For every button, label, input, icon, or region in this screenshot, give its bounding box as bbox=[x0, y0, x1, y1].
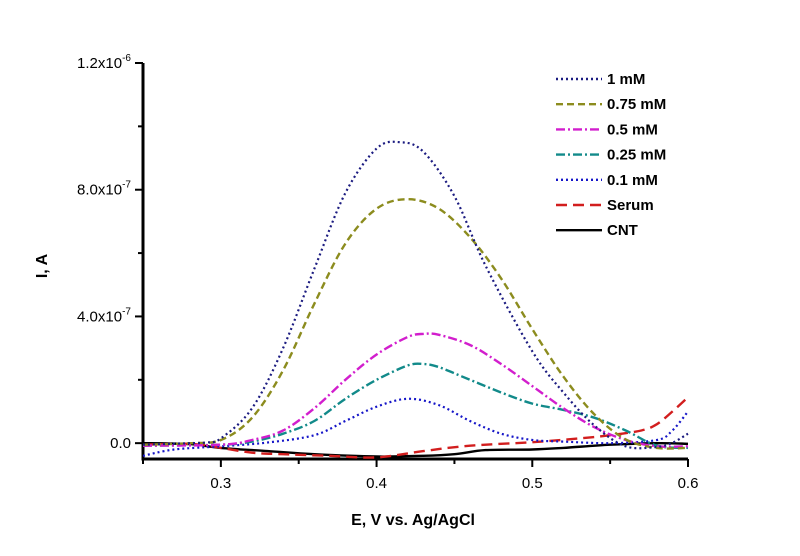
x-tick-label: 0.3 bbox=[210, 475, 231, 492]
legend-label: Serum bbox=[607, 197, 654, 214]
x-tick-label: 0.6 bbox=[678, 475, 699, 492]
legend-label: CNT bbox=[607, 222, 638, 239]
series-line-serum bbox=[142, 396, 689, 459]
x-axis-title: E, V vs. Ag/AgCl bbox=[351, 512, 475, 529]
series-line-1-mm bbox=[142, 140, 689, 450]
legend-label: 0.25 mM bbox=[607, 147, 666, 164]
legend: 1 mM 0.75 mM 0.5 mM 0.25 mM 0.1 mM Serum CNT bbox=[556, 71, 666, 239]
series-line-0-75-mm bbox=[142, 197, 689, 450]
x-tick-label: 0.5 bbox=[522, 475, 543, 492]
legend-label: 0.5 mM bbox=[607, 121, 658, 138]
y-axis-title: I, A bbox=[34, 253, 51, 278]
axes: 0.0 4.0x10-7 8.0x10-7 1.2x10-6 0.3 0.4 0.5 0.6 bbox=[77, 53, 698, 492]
y-tick-label: 0.0 bbox=[110, 435, 131, 452]
series-line-0-1-mm bbox=[142, 397, 689, 457]
x-tick-label: 0.4 bbox=[366, 475, 387, 492]
y-tick-label: 4.0x10-7 bbox=[77, 306, 131, 325]
y-tick-label: 8.0x10-7 bbox=[77, 180, 131, 199]
series-layer bbox=[142, 140, 689, 459]
series-line-cnt bbox=[142, 441, 689, 458]
series-line-0-25-mm bbox=[142, 362, 689, 450]
series-line-0-5-mm bbox=[142, 332, 689, 448]
y-tick-label: 1.2x10-6 bbox=[77, 53, 131, 72]
legend-label: 0.1 mM bbox=[607, 172, 658, 189]
legend-label: 0.75 mM bbox=[607, 96, 666, 113]
legend-label: 1 mM bbox=[607, 71, 645, 88]
